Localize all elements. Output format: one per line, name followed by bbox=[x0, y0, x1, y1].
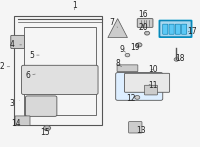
FancyBboxPatch shape bbox=[15, 116, 30, 126]
FancyBboxPatch shape bbox=[145, 85, 157, 95]
Circle shape bbox=[135, 96, 140, 99]
Polygon shape bbox=[108, 19, 127, 38]
Text: 14: 14 bbox=[11, 119, 21, 128]
Text: 18: 18 bbox=[176, 54, 185, 62]
Text: 7: 7 bbox=[109, 19, 118, 27]
Text: 2: 2 bbox=[0, 62, 10, 71]
FancyBboxPatch shape bbox=[160, 21, 191, 37]
Circle shape bbox=[145, 31, 150, 35]
Text: 17: 17 bbox=[187, 27, 197, 36]
Text: 3: 3 bbox=[9, 99, 20, 108]
Text: 11: 11 bbox=[148, 81, 158, 90]
Text: 15: 15 bbox=[40, 128, 50, 137]
Circle shape bbox=[44, 125, 51, 131]
Text: 10: 10 bbox=[148, 65, 158, 74]
Text: 6: 6 bbox=[25, 71, 35, 80]
Text: 5: 5 bbox=[29, 51, 39, 60]
Text: 1: 1 bbox=[72, 1, 77, 10]
Text: 19: 19 bbox=[130, 43, 140, 52]
Circle shape bbox=[174, 58, 179, 61]
FancyBboxPatch shape bbox=[137, 19, 153, 27]
FancyBboxPatch shape bbox=[22, 65, 98, 95]
FancyBboxPatch shape bbox=[169, 24, 174, 34]
Text: 12: 12 bbox=[127, 94, 136, 103]
FancyBboxPatch shape bbox=[175, 24, 180, 34]
FancyBboxPatch shape bbox=[159, 20, 192, 37]
FancyBboxPatch shape bbox=[116, 73, 163, 100]
FancyBboxPatch shape bbox=[125, 73, 170, 92]
Text: 4: 4 bbox=[9, 40, 22, 49]
Text: 9: 9 bbox=[119, 45, 125, 54]
Circle shape bbox=[125, 53, 130, 57]
Text: 20: 20 bbox=[138, 23, 148, 32]
Circle shape bbox=[136, 43, 142, 47]
FancyBboxPatch shape bbox=[117, 65, 138, 72]
FancyBboxPatch shape bbox=[182, 24, 187, 34]
FancyBboxPatch shape bbox=[11, 35, 25, 49]
Text: 8: 8 bbox=[115, 59, 122, 68]
Text: 16: 16 bbox=[138, 10, 148, 19]
FancyBboxPatch shape bbox=[163, 24, 168, 34]
Text: 13: 13 bbox=[136, 126, 146, 135]
FancyBboxPatch shape bbox=[25, 96, 57, 116]
FancyBboxPatch shape bbox=[129, 122, 142, 133]
